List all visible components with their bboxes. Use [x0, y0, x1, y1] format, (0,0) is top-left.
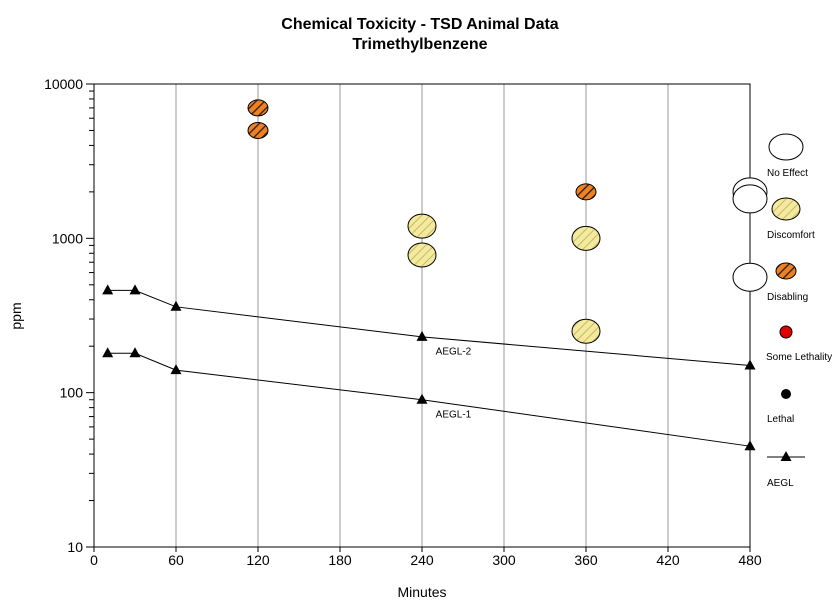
discomfort-point: [407, 213, 437, 239]
chart-subtitle: Trimethylbenzene: [352, 36, 487, 53]
x-tick-label: 360: [574, 552, 598, 568]
aegl-2-point: [170, 300, 182, 311]
chart-title: Chemical Toxicity - TSD Animal Data: [281, 16, 559, 33]
discomfort-point: [407, 242, 437, 268]
x-axis-label: Minutes: [397, 584, 446, 600]
legend-item: No Effect: [767, 133, 808, 179]
aegl-1-line: [107, 352, 751, 447]
y-tick-label: 100: [60, 385, 84, 401]
legend-disabling-symbol: [775, 262, 797, 280]
legend-discomfort-symbol: [771, 197, 801, 221]
legend-item: AEGL: [767, 451, 805, 489]
aegl-2-point: [416, 330, 428, 341]
disabling-point: [247, 99, 269, 117]
x-tick-label: 120: [246, 552, 270, 568]
x-tick-label: 180: [328, 552, 352, 568]
aegl-1-point: [102, 347, 114, 358]
legend-label: Lethal: [767, 414, 794, 425]
legend-label: No Effect: [767, 168, 808, 179]
y-tick-label: 1000: [52, 230, 83, 246]
discomfort-point: [571, 225, 601, 251]
aegl-lines: AEGL-2 AEGL-1: [102, 284, 756, 451]
aegl-2-point: [102, 284, 114, 295]
aegl-2-line: [107, 289, 751, 366]
legend-item: Lethal: [767, 389, 794, 425]
y-axis-label: ppm: [8, 302, 24, 329]
legend-some-lethality-symbol: [779, 325, 793, 339]
y-axis: 10 100 1000 10000: [44, 76, 94, 555]
x-tick-label: 300: [492, 552, 516, 568]
legend: No Effect Discomfort Disabling Some Lethali…: [766, 133, 832, 489]
legend-no-effect-symbol: [768, 133, 804, 161]
legend-label: Disabling: [767, 292, 808, 303]
legend-lethal-symbol: [781, 389, 791, 399]
legend-aegl-symbol: [780, 451, 792, 461]
legend-item: Some Lethality: [766, 325, 832, 363]
x-tick-label: 60: [168, 552, 184, 568]
aegl-1-point: [129, 347, 141, 358]
x-tick-label: 480: [738, 552, 762, 568]
x-axis: 0 60 120 180 240 300 360 420 480: [90, 547, 762, 568]
x-tick-label: 0: [90, 552, 98, 568]
no-effect-point: [732, 184, 768, 214]
disabling-point: [247, 121, 269, 139]
disabling-point: [575, 183, 597, 201]
legend-item: Discomfort: [767, 197, 815, 241]
y-tick-label: 10: [67, 539, 83, 555]
aegl-1-point: [170, 364, 182, 375]
legend-label: Discomfort: [767, 230, 815, 241]
legend-label: Some Lethality: [766, 352, 832, 363]
y-tick-label: 10000: [44, 76, 83, 92]
legend-label: AEGL: [767, 478, 794, 489]
aegl-1-point: [744, 440, 756, 451]
aegl-1-point: [416, 393, 428, 404]
aegl-2-point: [129, 284, 141, 295]
discomfort-point: [571, 318, 601, 344]
aegl-2-point: [744, 359, 756, 370]
grid-lines: [175, 84, 669, 547]
x-tick-label: 420: [656, 552, 680, 568]
x-tick-label: 240: [410, 552, 434, 568]
line-label: AEGL-1: [436, 410, 472, 421]
no-effect-point: [732, 262, 768, 292]
legend-item: Disabling: [767, 262, 808, 303]
line-label: AEGL-2: [436, 346, 472, 357]
data-points: [247, 99, 768, 344]
